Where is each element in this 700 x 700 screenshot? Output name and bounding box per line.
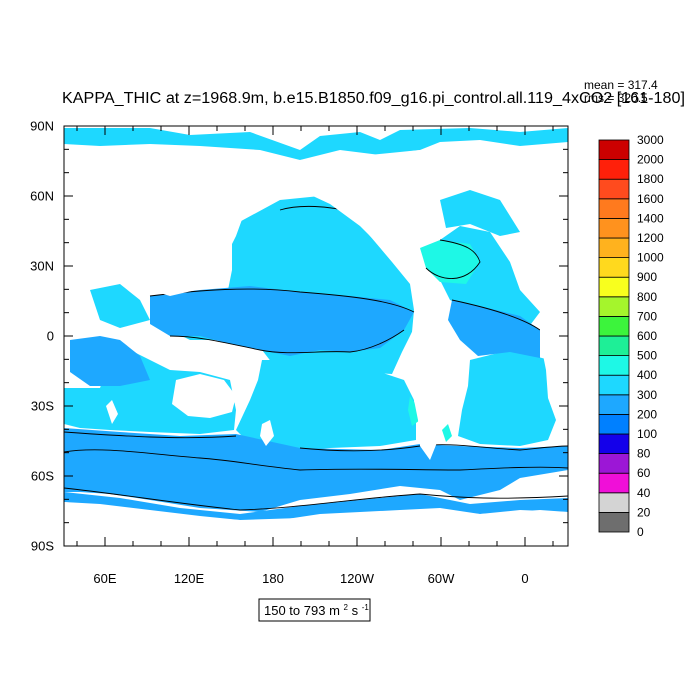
colorbar-level-label: 700 <box>637 309 657 323</box>
colorbar-level-label: 60 <box>637 466 651 480</box>
colorbar-level-label: 0 <box>637 525 644 539</box>
colorbar-level-label: 20 <box>637 505 651 519</box>
colorbar-level-label: 200 <box>637 407 657 421</box>
colorbar-level-label: 1200 <box>637 231 664 245</box>
colorbar-segment <box>598 159 630 180</box>
units-sup1: 2 <box>344 603 349 612</box>
units-mid: s <box>352 603 359 618</box>
colorbar-level-label: 1000 <box>637 251 664 265</box>
colorbar-segment <box>598 237 630 259</box>
colorbar-segment <box>598 315 630 337</box>
lon-tick-label: 120E <box>174 571 205 586</box>
ocean-400-500-region <box>408 240 480 442</box>
colorbar-segment <box>598 492 630 513</box>
colorbar-level-label: 600 <box>637 329 657 343</box>
lat-tick-label: 90N <box>30 119 54 134</box>
colorbar-segment <box>598 413 630 435</box>
lat-tick-label: 30S <box>31 399 54 414</box>
units-base: m <box>329 603 340 618</box>
colorbar-level-label: 800 <box>637 290 657 304</box>
colorbar-segment <box>598 374 630 396</box>
colorbar-level-label: 500 <box>637 349 657 363</box>
lat-tick-label: 60N <box>30 189 54 204</box>
colorbar-segment <box>598 472 630 494</box>
rms-stat: rms = 320.5 <box>584 91 648 105</box>
svg-text:150 to 793 m: 150 to 793 m 2 s -1 <box>264 598 369 618</box>
colorbar-segment <box>598 453 630 474</box>
lat-tick-label: 0 <box>47 329 54 344</box>
colorbar-segment <box>598 512 630 533</box>
longitude-tick-labels: 60E 120E 180 120W 60W 0 <box>93 571 528 586</box>
colorbar-level-label: 3000 <box>637 133 664 147</box>
range-units-box: 150 to 793 m 2 s -1 <box>258 598 371 622</box>
lon-tick-label: 60W <box>428 571 455 586</box>
colorbar-segment <box>598 433 630 455</box>
lon-tick-label: 60E <box>93 571 116 586</box>
colorbar-level-label: 40 <box>637 486 651 500</box>
range-label: 150 to 793 <box>264 603 325 618</box>
colorbar-level-label: 1400 <box>637 211 664 225</box>
latitude-tick-labels: 90N 60N 30N 0 30S 60S 90S <box>30 119 54 554</box>
lon-tick-label: 180 <box>262 571 284 586</box>
lat-ticks <box>64 125 568 547</box>
colorbar-level-label: 80 <box>637 447 651 461</box>
colorbar-level-label: 1800 <box>637 172 664 186</box>
lat-tick-label: 60S <box>31 469 54 484</box>
colorbar-segment <box>598 296 630 317</box>
colorbar-segment <box>598 178 630 200</box>
map-panel <box>63 125 569 547</box>
colorbar-segment <box>598 139 630 161</box>
colorbar-segment <box>598 335 630 357</box>
lat-tick-label: 30N <box>30 259 54 274</box>
colorbar-segment <box>598 217 630 239</box>
colorbar-segment <box>598 394 630 415</box>
colorbar-level-label: 400 <box>637 368 657 382</box>
units-sup2: -1 <box>362 603 370 612</box>
colorbar-level-label: 300 <box>637 388 657 402</box>
lon-ticks <box>76 126 554 546</box>
lon-tick-label: 0 <box>521 571 528 586</box>
colorbar-level-label: 100 <box>637 427 657 441</box>
chart-title: KAPPA_THIC at z=1968.9m, b.e15.B1850.f09… <box>62 90 685 107</box>
lon-tick-label: 120W <box>340 571 375 586</box>
colorbar-level-label: 1600 <box>637 192 664 206</box>
colorbar-level-label: 2000 <box>637 153 664 167</box>
colorbar-segment <box>598 257 630 278</box>
colorbar-segment <box>598 355 630 376</box>
lat-tick-label: 90S <box>31 539 54 554</box>
colorbar-segment <box>598 198 630 219</box>
colorbar <box>598 139 630 533</box>
colorbar-labels: 0 20 40 60 80 100 200 300 400 500 600 700 800 900 1000… <box>637 133 664 539</box>
contour-lines <box>63 205 569 511</box>
colorbar-segment <box>598 276 630 298</box>
mean-stat: mean = 317.4 <box>584 78 658 92</box>
colorbar-level-label: 900 <box>637 270 657 284</box>
land-masses <box>64 146 568 546</box>
